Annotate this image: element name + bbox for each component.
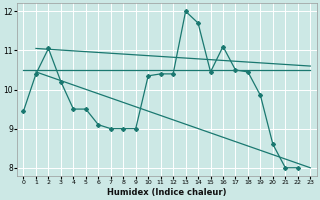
X-axis label: Humidex (Indice chaleur): Humidex (Indice chaleur) bbox=[107, 188, 227, 197]
